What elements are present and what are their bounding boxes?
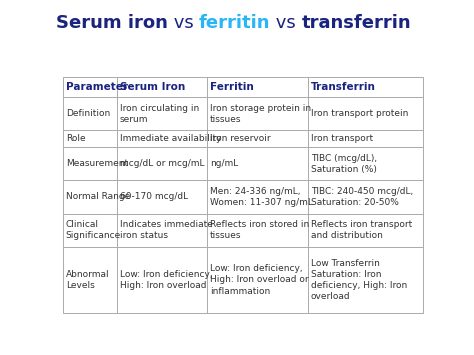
Text: transferrin: transferrin: [302, 14, 411, 32]
Bar: [63, 77, 423, 313]
Text: Low: Iron deficiency,
High: Iron overload or
inflammation: Low: Iron deficiency, High: Iron overloa…: [210, 264, 309, 296]
Text: Reflects iron stored in
tissues: Reflects iron stored in tissues: [210, 220, 309, 240]
Text: Ferritin: Ferritin: [210, 82, 254, 92]
Text: Definition: Definition: [66, 109, 110, 118]
Text: Serum iron: Serum iron: [55, 14, 167, 32]
Text: Indicates immediate
iron status: Indicates immediate iron status: [120, 220, 213, 240]
Text: Parameter: Parameter: [66, 82, 128, 92]
Text: Iron reservoir: Iron reservoir: [210, 134, 271, 143]
Text: Iron transport: Iron transport: [310, 134, 373, 143]
Text: Iron circulating in
serum: Iron circulating in serum: [120, 104, 199, 124]
Text: vs: vs: [271, 14, 302, 32]
Text: Transferrin: Transferrin: [310, 82, 375, 92]
Text: TIBC: 240-450 mcg/dL,
Saturation: 20-50%: TIBC: 240-450 mcg/dL, Saturation: 20-50%: [310, 187, 413, 207]
Text: ferritin: ferritin: [199, 14, 271, 32]
Text: Abnormal
Levels: Abnormal Levels: [66, 270, 109, 290]
Text: Men: 24-336 ng/mL,
Women: 11-307 ng/mL: Men: 24-336 ng/mL, Women: 11-307 ng/mL: [210, 187, 313, 207]
Text: Iron transport protein: Iron transport protein: [310, 109, 408, 118]
Text: TIBC (mcg/dL),
Saturation (%): TIBC (mcg/dL), Saturation (%): [310, 154, 377, 174]
Text: ng/mL: ng/mL: [210, 159, 238, 168]
Text: Low: Iron deficiency,
High: Iron overload: Low: Iron deficiency, High: Iron overloa…: [120, 270, 212, 290]
Text: Low Transferrin
Saturation: Iron
deficiency, High: Iron
overload: Low Transferrin Saturation: Iron deficie…: [310, 259, 407, 301]
Text: Immediate availability: Immediate availability: [120, 134, 221, 143]
Text: vs: vs: [167, 14, 199, 32]
Text: mcg/dL or mcg/mL: mcg/dL or mcg/mL: [120, 159, 204, 168]
Text: Clinical
Significance: Clinical Significance: [66, 220, 121, 240]
Text: Normal Range: Normal Range: [66, 192, 130, 201]
Text: Role: Role: [66, 134, 85, 143]
Text: 60-170 mcg/dL: 60-170 mcg/dL: [120, 192, 188, 201]
Text: Reflects iron transport
and distribution: Reflects iron transport and distribution: [310, 220, 412, 240]
Text: Measurement: Measurement: [66, 159, 128, 168]
Text: Iron storage protein in
tissues: Iron storage protein in tissues: [210, 104, 311, 124]
Text: Serum Iron: Serum Iron: [120, 82, 185, 92]
